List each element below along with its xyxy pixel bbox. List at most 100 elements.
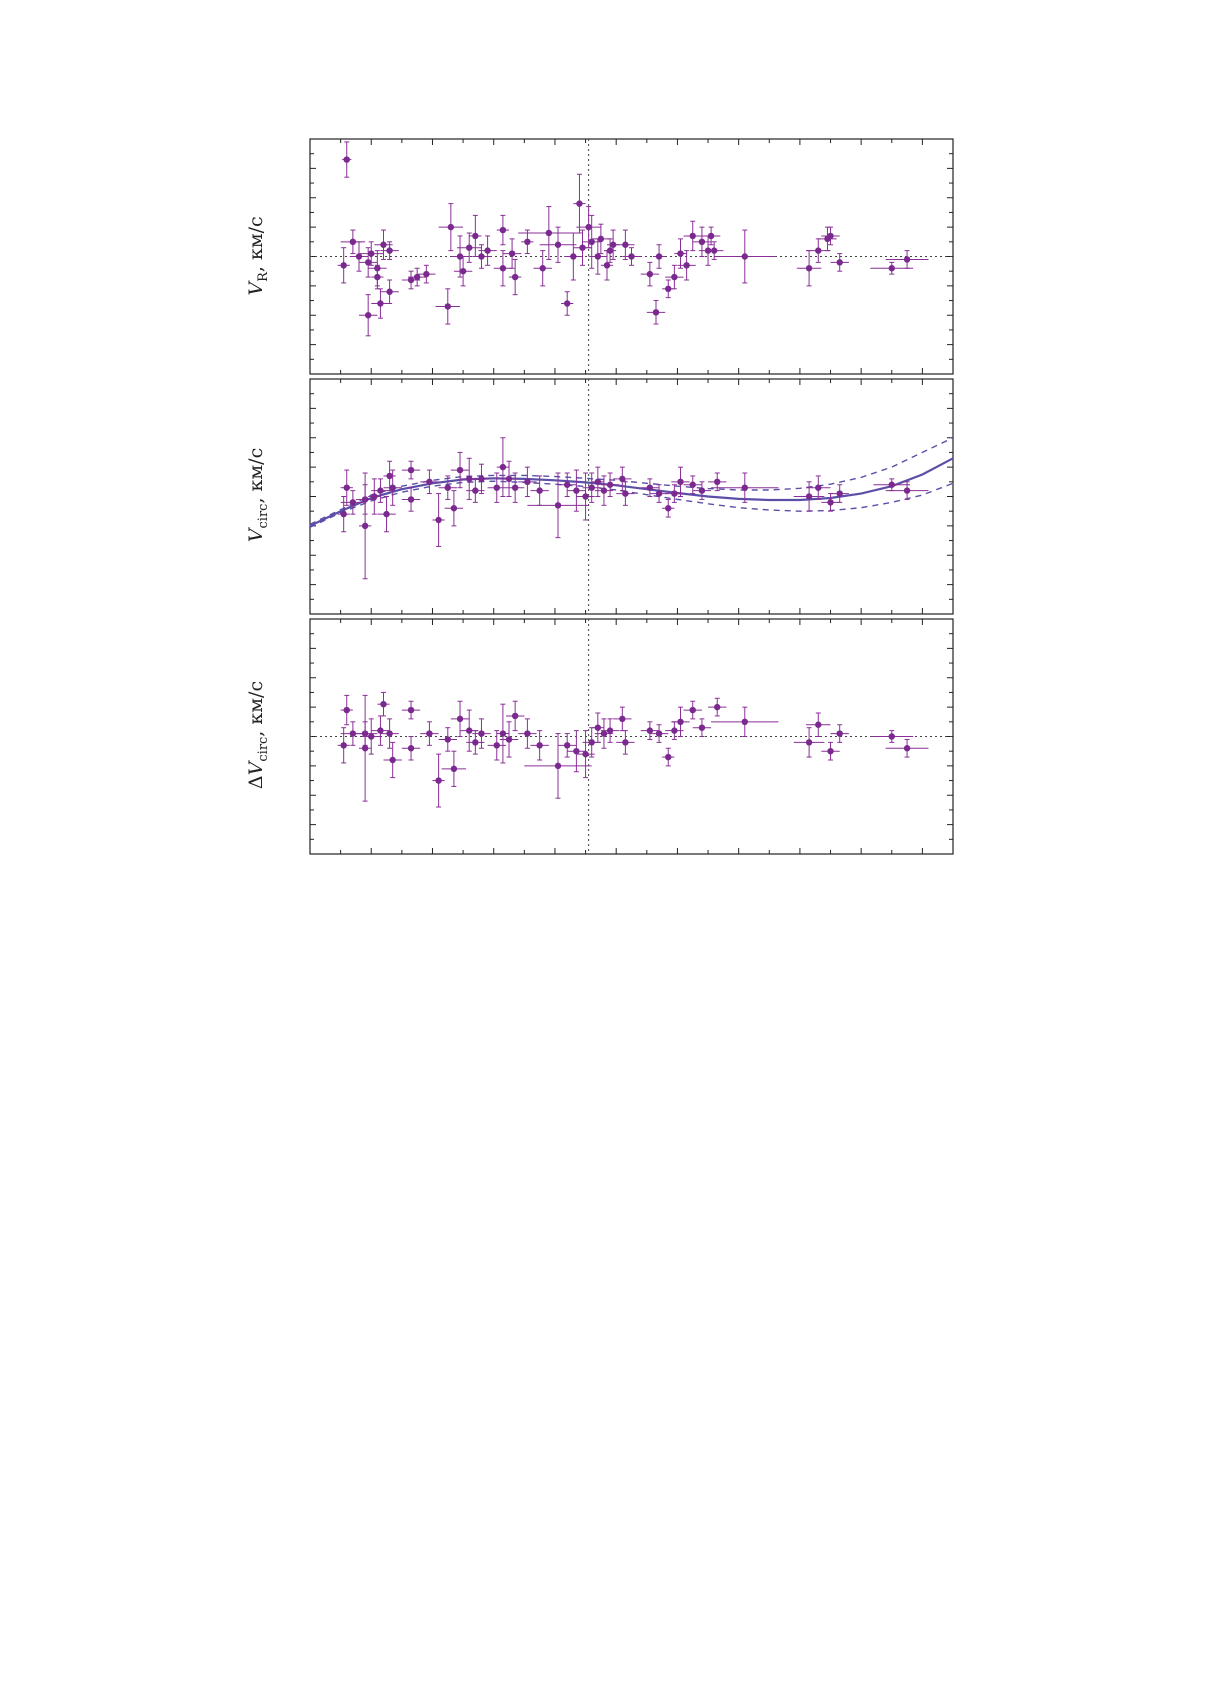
data-point	[649, 484, 669, 503]
point-marker	[435, 777, 442, 784]
data-point	[493, 250, 513, 287]
data-point	[704, 241, 724, 260]
point-marker	[456, 715, 464, 723]
point-marker	[466, 727, 473, 734]
point-marker	[714, 478, 721, 486]
point-marker	[386, 730, 393, 737]
point-marker	[710, 247, 718, 254]
data-point	[830, 253, 849, 272]
point-marker	[426, 730, 433, 737]
point-marker	[472, 232, 479, 240]
point-marker	[564, 742, 571, 749]
data-point	[821, 741, 840, 761]
point-marker	[582, 750, 589, 758]
data-point	[677, 250, 696, 281]
data-point	[377, 691, 390, 717]
point-marker	[444, 303, 451, 310]
point-marker	[364, 312, 372, 319]
ylabel-top: VR, км/с	[245, 216, 271, 295]
point-marker	[407, 276, 415, 284]
point-marker	[493, 484, 500, 491]
data-point	[649, 724, 669, 743]
point-marker	[588, 238, 595, 246]
plot-frame	[309, 378, 954, 615]
point-marker	[368, 250, 375, 257]
point-marker	[585, 223, 592, 231]
data-point	[371, 264, 384, 290]
point-marker	[671, 727, 678, 734]
point-marker	[582, 493, 589, 500]
data-point	[821, 226, 840, 246]
ylabel-bottom-var: V	[245, 759, 267, 775]
data-point	[358, 241, 384, 266]
data-point	[358, 294, 378, 337]
point-marker	[447, 223, 455, 231]
point-marker	[499, 730, 507, 737]
data-point	[456, 232, 482, 263]
point-marker	[374, 273, 381, 281]
point-marker	[361, 522, 369, 530]
data-point	[340, 694, 353, 726]
data-point	[594, 718, 614, 749]
panel-top-vr	[309, 138, 954, 375]
data-point	[616, 481, 635, 506]
point-marker	[827, 499, 834, 506]
point-marker	[343, 156, 350, 163]
point-marker	[413, 273, 421, 281]
panel-middle-vcirc	[309, 378, 954, 615]
data-point	[527, 472, 589, 539]
data-point	[796, 250, 822, 287]
data-point	[671, 466, 690, 497]
point-marker	[606, 481, 614, 488]
point-marker	[536, 742, 543, 749]
data-point	[509, 258, 522, 296]
data-point	[337, 727, 350, 764]
data-point	[708, 697, 727, 717]
point-marker	[435, 516, 442, 524]
data-point	[594, 475, 614, 506]
point-marker	[600, 730, 608, 737]
point-marker	[499, 463, 507, 471]
data-point	[407, 267, 427, 287]
point-marker	[450, 765, 458, 773]
ylabel-middle-sub: circ	[256, 504, 271, 529]
data-point	[496, 214, 510, 246]
data-point	[711, 472, 779, 503]
data-point	[646, 300, 666, 325]
data-point	[380, 279, 399, 304]
point-marker	[594, 253, 602, 260]
data-point	[613, 466, 632, 492]
data-point	[582, 472, 601, 503]
point-marker	[478, 730, 485, 737]
data-point	[441, 750, 467, 787]
point-marker	[606, 247, 614, 254]
point-marker	[815, 484, 822, 491]
data-point	[438, 727, 457, 752]
point-marker	[573, 747, 580, 755]
point-marker	[524, 238, 531, 246]
point-marker	[576, 200, 583, 207]
point-marker	[741, 718, 748, 726]
data-point	[539, 226, 577, 263]
point-marker	[815, 721, 822, 728]
point-marker	[466, 244, 473, 251]
data-point	[417, 264, 436, 284]
data-point	[383, 460, 396, 492]
point-marker	[383, 510, 390, 518]
point-marker	[628, 253, 635, 260]
point-marker	[619, 475, 626, 483]
point-marker	[622, 739, 629, 746]
point-marker	[689, 706, 696, 714]
data-point	[714, 229, 776, 284]
data-point	[342, 141, 352, 178]
data-point	[564, 232, 583, 281]
point-marker	[505, 475, 513, 483]
point-marker	[554, 502, 562, 509]
point-marker	[836, 730, 843, 737]
data-point	[622, 247, 641, 266]
data-point	[692, 718, 712, 737]
point-marker	[340, 510, 347, 518]
point-marker	[564, 481, 571, 488]
point-marker	[407, 745, 415, 752]
point-marker	[386, 247, 393, 254]
